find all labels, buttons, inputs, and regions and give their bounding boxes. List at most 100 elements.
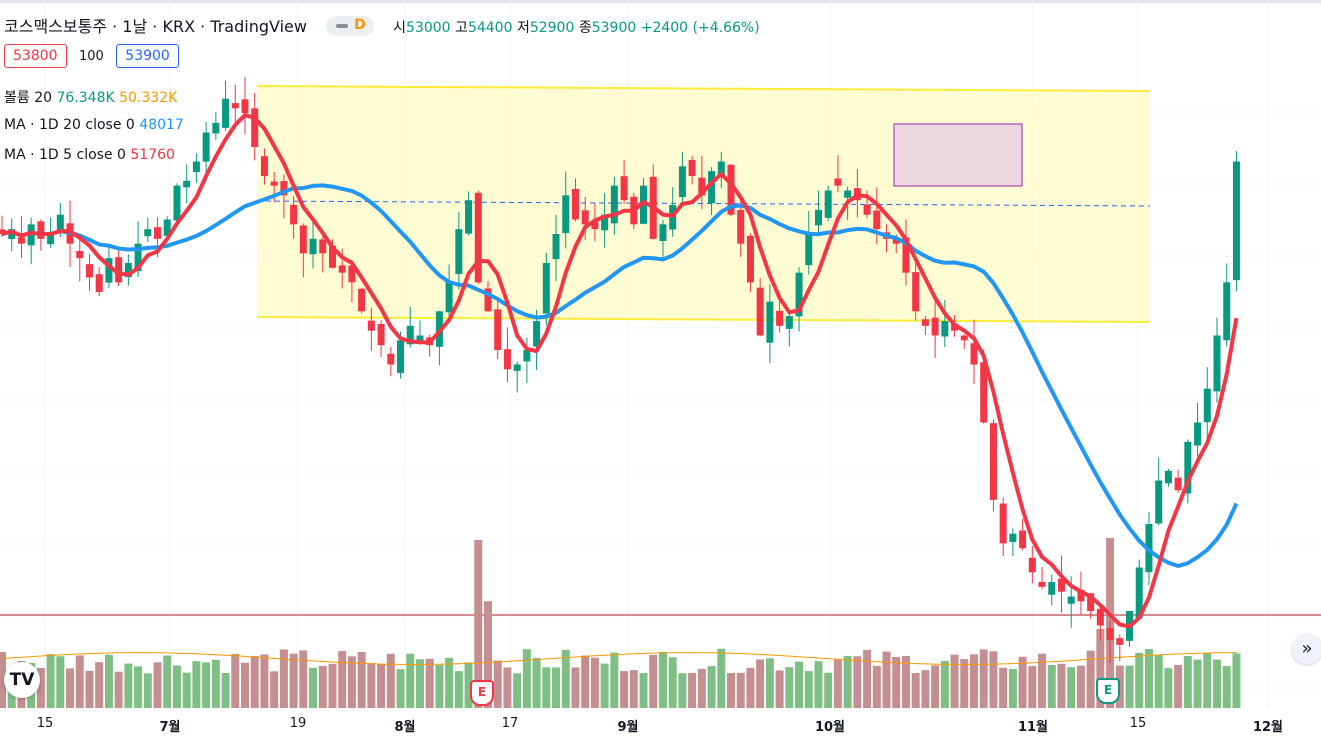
- volume-bar: [377, 663, 386, 708]
- candle-body: [970, 343, 978, 365]
- candle-body: [416, 335, 424, 343]
- volume-bar: [260, 654, 269, 708]
- volume-bar: [289, 653, 298, 708]
- candle-body: [183, 180, 191, 188]
- volume-bar: [503, 667, 512, 708]
- volume-bar: [114, 671, 123, 708]
- candle-body: [562, 195, 570, 234]
- volume-legend[interactable]: 볼륨 20 76.348K 50.332K: [4, 87, 177, 107]
- candle-body: [678, 166, 686, 198]
- volume-bar: [513, 673, 522, 708]
- candle-body: [1067, 596, 1075, 604]
- volume-bar: [1203, 653, 1212, 708]
- volume-bar: [736, 672, 745, 708]
- candle-body: [727, 164, 735, 215]
- open-label: 시: [393, 20, 407, 36]
- volume-bar: [1222, 666, 1231, 708]
- ma20-line: [1, 183, 1239, 568]
- candle-body: [1223, 282, 1231, 341]
- range-top-line: [256, 85, 1151, 92]
- volume-bar: [211, 659, 220, 708]
- tradingview-logo-icon[interactable]: TV: [4, 662, 40, 698]
- candle-body: [688, 159, 696, 176]
- candle-body: [17, 237, 25, 244]
- volume-bar: [124, 663, 133, 708]
- volume-bar: [1174, 664, 1183, 708]
- candle-body: [708, 171, 716, 204]
- top-border: [0, 0, 1321, 3]
- candle-body: [212, 122, 220, 134]
- volume-bar: [843, 655, 852, 708]
- volume-bar: [357, 651, 366, 708]
- candle-body: [47, 234, 55, 244]
- candle-body: [746, 235, 754, 283]
- volume-bar: [1232, 653, 1241, 708]
- candle-body: [542, 263, 550, 314]
- volume-bar: [1096, 628, 1105, 708]
- candle-body: [76, 250, 84, 259]
- x-axis-label: 12월: [1252, 720, 1284, 735]
- ma20-legend[interactable]: MA · 1D 20 close 0 48017: [4, 117, 184, 133]
- ma5-line: [1, 113, 1239, 629]
- candle-body: [980, 362, 988, 423]
- sell-button[interactable]: 53800: [4, 44, 67, 68]
- candle-body: [280, 181, 288, 196]
- volume-bar: [765, 658, 774, 708]
- volume-bar: [1183, 655, 1192, 708]
- volume-bar: [882, 651, 891, 708]
- candle-body: [717, 161, 725, 176]
- ma5-legend[interactable]: MA · 1D 5 close 0 51760: [4, 147, 175, 163]
- volume-bar: [309, 667, 318, 708]
- candle-body: [1164, 470, 1172, 484]
- volume-bar: [1067, 667, 1076, 708]
- x-axis-label: 19: [289, 716, 307, 731]
- candle-body: [610, 185, 618, 224]
- high-value: 54400: [467, 20, 513, 36]
- volume-bar: [46, 654, 55, 708]
- volume-bar: [600, 663, 609, 708]
- double-chevron-right-icon[interactable]: »: [1292, 634, 1321, 664]
- volume-bar: [746, 667, 755, 708]
- candle-body: [348, 265, 356, 283]
- volume-bar: [950, 654, 959, 708]
- volume-bar: [1164, 668, 1173, 708]
- volume-bar: [474, 539, 483, 708]
- volume-bar: [425, 658, 434, 708]
- earnings-event-marker[interactable]: E: [470, 680, 494, 706]
- volume-bar: [1028, 666, 1037, 708]
- volume-ma-value: 50.332K: [119, 90, 178, 106]
- candle-body: [202, 132, 210, 162]
- candle-body: [328, 245, 336, 268]
- range-bottom-line: [256, 316, 1151, 323]
- buy-button[interactable]: 53900: [116, 44, 179, 68]
- earnings-event-marker[interactable]: E: [1096, 678, 1120, 704]
- candle-body: [251, 108, 259, 147]
- volume-bar: [979, 649, 988, 708]
- candle-body: [1028, 557, 1036, 573]
- interval-pill[interactable]: D: [326, 15, 375, 36]
- candle-body: [377, 324, 385, 346]
- drawing-zones[interactable]: [256, 85, 1151, 323]
- low-label: 저: [516, 20, 530, 36]
- low-value: 52900: [529, 20, 575, 36]
- candle-body: [814, 209, 822, 226]
- volume-bar: [892, 656, 901, 708]
- candle-body: [1096, 608, 1104, 626]
- candle-body: [163, 219, 171, 236]
- candle-body: [455, 229, 463, 275]
- volume-bar: [1135, 652, 1144, 708]
- volume-bar: [182, 672, 191, 708]
- candle-body: [494, 309, 502, 350]
- volume-bar: [989, 651, 998, 708]
- volume-bar: [85, 670, 94, 708]
- candle-body: [309, 238, 317, 255]
- interval-badge: D: [354, 16, 366, 33]
- candle-body: [222, 98, 230, 128]
- volume-bar: [581, 655, 590, 708]
- x-axis-label: 15: [1129, 716, 1147, 731]
- candle-body: [1048, 582, 1056, 595]
- candle-body: [659, 224, 667, 241]
- candle-body: [698, 177, 706, 196]
- quantity-value[interactable]: 100: [79, 49, 104, 64]
